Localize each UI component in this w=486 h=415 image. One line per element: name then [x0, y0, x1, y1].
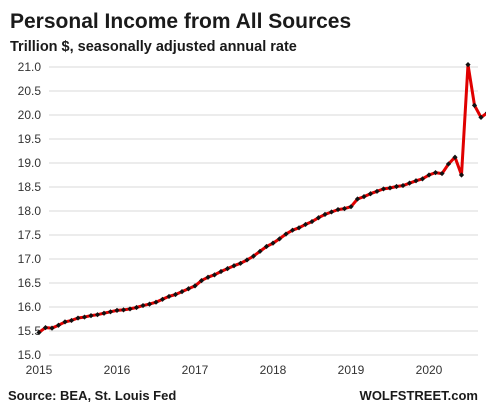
data-point — [172, 291, 179, 298]
data-point — [250, 253, 257, 259]
data-point — [133, 304, 140, 311]
data-point — [348, 204, 354, 210]
data-point — [302, 221, 309, 228]
x-axis-ticks: 2015 2016 2017 2018 2019 2020 — [26, 363, 443, 377]
y-tick-label: 15.5 — [18, 324, 42, 338]
data-point — [166, 293, 172, 300]
data-point — [127, 306, 133, 312]
data-point — [328, 209, 335, 215]
data-point — [211, 272, 218, 278]
y-tick-label: 18.5 — [18, 180, 42, 194]
data-point — [387, 185, 393, 191]
y-tick-label: 19.0 — [18, 156, 42, 170]
data-point — [49, 325, 55, 331]
data-point — [68, 317, 75, 324]
data-point — [81, 314, 88, 320]
y-tick-label: 21.0 — [18, 60, 42, 74]
x-tick-label: 2019 — [338, 363, 365, 377]
data-point — [354, 196, 361, 202]
y-axis-ticks: 15.0 15.5 16.0 16.5 17.0 17.5 18.0 18.5 19.0 19.5… — [18, 60, 42, 362]
data-point — [224, 266, 231, 272]
data-point — [374, 188, 380, 194]
data-point — [244, 257, 250, 263]
data-point — [75, 315, 81, 321]
y-tick-label: 20.0 — [18, 108, 42, 122]
y-tick-label: 18.0 — [18, 204, 42, 218]
x-tick-label: 2018 — [260, 363, 287, 377]
data-point — [322, 211, 328, 217]
data-point — [452, 154, 458, 160]
data-point — [478, 114, 484, 120]
data-point — [380, 186, 387, 192]
data-point — [153, 299, 159, 305]
grid — [49, 66, 478, 356]
data-point — [192, 283, 198, 289]
data-point — [146, 301, 153, 307]
data-point — [309, 218, 315, 225]
data-point — [439, 170, 445, 177]
data-point — [426, 172, 432, 178]
data-point — [419, 176, 426, 182]
data-point — [159, 296, 166, 302]
data-point — [205, 274, 211, 280]
x-tick-label: 2016 — [104, 363, 131, 377]
chart-title: Personal Income from All Sources — [10, 10, 351, 33]
data-point — [185, 286, 192, 292]
brand-label: WOLFSTREET.com — [360, 388, 478, 403]
data-point — [400, 182, 406, 189]
data-point — [413, 178, 419, 184]
x-tick-label: 2020 — [416, 363, 443, 377]
data-point — [263, 243, 270, 250]
y-tick-label: 17.5 — [18, 228, 42, 242]
data-point — [283, 231, 289, 237]
y-tick-label: 20.5 — [18, 84, 42, 98]
data-point — [231, 263, 237, 269]
data-point — [406, 180, 413, 186]
data-point — [465, 62, 471, 68]
data-point — [114, 307, 120, 313]
data-point — [198, 278, 205, 284]
data-point — [55, 322, 62, 328]
data-point — [445, 161, 452, 167]
source-note: Source: BEA, St. Louis Fed — [8, 388, 176, 403]
data-point — [296, 225, 302, 231]
x-tick-label: 2015 — [26, 363, 53, 377]
data-point — [270, 240, 276, 246]
data-point — [237, 260, 244, 266]
data-point — [36, 329, 42, 336]
series-line — [37, 63, 486, 334]
data-point — [94, 312, 101, 318]
data-point — [218, 268, 224, 275]
series-layer — [36, 62, 486, 336]
data-point — [458, 172, 465, 178]
data-point — [101, 310, 107, 316]
data-point — [335, 206, 341, 213]
data-point — [367, 191, 374, 197]
data-point — [120, 307, 127, 313]
data-point — [341, 206, 348, 212]
x-tick-label: 2017 — [182, 363, 209, 377]
data-point — [42, 325, 49, 331]
data-point — [432, 170, 439, 176]
data-point — [361, 194, 367, 200]
data-point — [140, 302, 146, 309]
data-point — [276, 236, 283, 242]
y-tick-label: 16.5 — [18, 276, 42, 290]
data-point — [179, 289, 185, 295]
data-point — [62, 319, 68, 325]
data-point — [107, 309, 114, 315]
data-point — [257, 248, 263, 254]
y-tick-label: 15.0 — [18, 348, 42, 362]
data-point — [471, 102, 478, 108]
y-tick-label: 17.0 — [18, 252, 42, 266]
data-point — [315, 215, 322, 221]
y-tick-label: 16.0 — [18, 300, 42, 314]
data-point — [88, 313, 94, 319]
data-point — [289, 227, 296, 233]
data-point — [393, 183, 400, 190]
y-tick-label: 19.5 — [18, 132, 42, 146]
chart-subtitle: Trillion $, seasonally adjusted annual r… — [10, 39, 297, 55]
